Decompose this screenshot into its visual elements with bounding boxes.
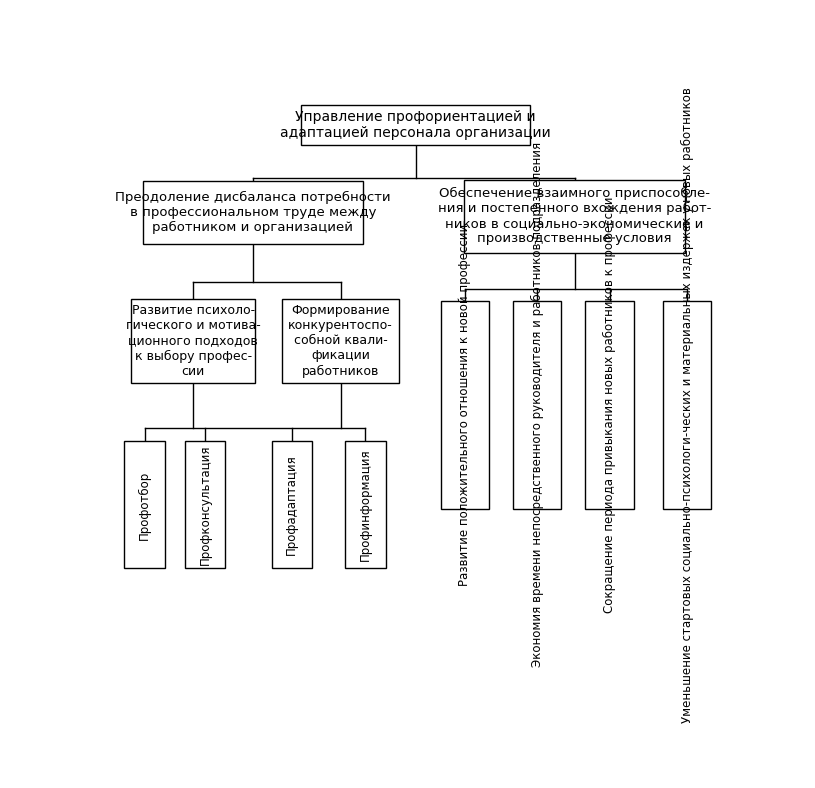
Text: Уменьшение стартовых социально-психологи-ческих и материальных издержек у новых : Уменьшение стартовых социально-психологи… <box>681 87 694 723</box>
FancyBboxPatch shape <box>302 106 530 145</box>
FancyBboxPatch shape <box>441 301 489 509</box>
Text: Профадаптация: Профадаптация <box>285 455 298 556</box>
Text: Сокращение периода привыкания новых работников к профессии: Сокращение периода привыкания новых рабо… <box>603 197 616 613</box>
Text: Профконсультация: Профконсультация <box>198 444 211 565</box>
FancyBboxPatch shape <box>283 299 399 383</box>
Text: Управление профориентацией и
адаптацией персонала организации: Управление профориентацией и адаптацией … <box>280 110 551 140</box>
FancyBboxPatch shape <box>271 441 312 568</box>
Text: Экономия времени непосредственного руководителя и работников подразделения: Экономия времени непосредственного руков… <box>531 143 544 667</box>
FancyBboxPatch shape <box>465 180 685 253</box>
Text: Обеспечение взаимного приспособле-
ния и постепенного вхождения работ-
ников в с: Обеспечение взаимного приспособле- ния и… <box>438 187 711 245</box>
FancyBboxPatch shape <box>346 441 385 568</box>
Text: Профотбор: Профотбор <box>138 470 151 540</box>
FancyBboxPatch shape <box>513 301 562 509</box>
FancyBboxPatch shape <box>585 301 633 509</box>
FancyBboxPatch shape <box>125 441 165 568</box>
Text: Развитие положительного отношения к новой профессии: Развитие положительного отношения к ново… <box>458 224 471 586</box>
Text: Формирование
конкурентоспо-
собной квали-
фикации
работников: Формирование конкурентоспо- собной квали… <box>289 304 393 377</box>
FancyBboxPatch shape <box>663 301 711 509</box>
FancyBboxPatch shape <box>185 441 225 568</box>
Text: Развитие психоло-
гического и мотива-
ционного подходов
к выбору профес-
сии: Развитие психоло- гического и мотива- ци… <box>126 304 261 377</box>
FancyBboxPatch shape <box>131 299 255 383</box>
Text: Профинформация: Профинформация <box>359 448 372 561</box>
FancyBboxPatch shape <box>143 180 363 244</box>
Text: Преодоление дисбаланса потребности
в профессиональном труде между
работником и о: Преодоление дисбаланса потребности в про… <box>115 191 391 234</box>
